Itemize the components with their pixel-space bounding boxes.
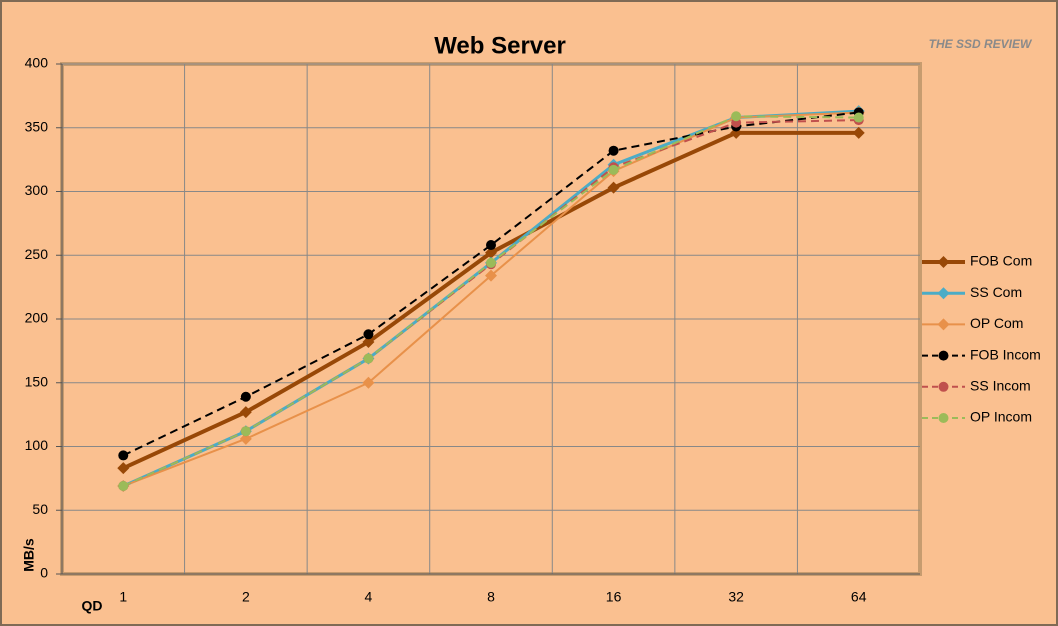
y-tick-label: 150	[25, 373, 49, 389]
legend-label: FOB Com	[970, 253, 1032, 269]
marker	[486, 240, 496, 251]
y-tick-label: 50	[32, 501, 48, 517]
marker	[853, 112, 864, 123]
marker	[937, 287, 950, 300]
marker	[938, 413, 949, 423]
marker	[240, 391, 251, 402]
marker	[240, 426, 251, 437]
x-tick-label: 64	[851, 589, 867, 605]
x-tick-label: 2	[242, 589, 250, 605]
x-axis-label: QD	[82, 598, 103, 614]
marker	[363, 353, 374, 364]
y-tick-label: 300	[25, 182, 49, 198]
marker	[485, 246, 497, 259]
marker	[486, 257, 496, 268]
legend-label: OP Incom	[970, 409, 1032, 425]
y-tick-label: 400	[25, 55, 49, 71]
marker	[607, 181, 620, 194]
legend-label: FOB Incom	[970, 346, 1041, 362]
y-tick-label: 100	[25, 437, 49, 453]
marker	[731, 111, 742, 122]
marker	[362, 376, 375, 389]
marker	[239, 406, 252, 419]
marker	[937, 318, 950, 331]
marker	[118, 481, 129, 492]
marker	[938, 350, 949, 361]
marker	[362, 335, 375, 348]
marker	[608, 164, 619, 175]
marker	[852, 126, 865, 139]
marker	[363, 329, 374, 340]
marker	[938, 381, 949, 392]
y-tick-label: 0	[40, 565, 48, 581]
y-tick-label: 200	[25, 310, 49, 326]
marker	[118, 450, 129, 461]
legend-label: SS Incom	[970, 378, 1031, 394]
marker	[485, 269, 497, 282]
x-tick-label: 32	[728, 589, 744, 605]
legend-label: OP Com	[970, 315, 1023, 331]
x-tick-label: 8	[487, 589, 495, 605]
marker	[239, 432, 252, 445]
x-tick-label: 1	[119, 589, 127, 605]
marker	[117, 462, 130, 475]
y-tick-label: 250	[25, 246, 49, 262]
marker	[608, 145, 619, 156]
y-axis-label: MB/s	[21, 538, 37, 572]
x-tick-label: 4	[365, 589, 373, 605]
chart-title: Web Server	[434, 32, 566, 59]
legend-label: SS Com	[970, 284, 1022, 300]
marker	[937, 256, 950, 268]
x-tick-label: 16	[606, 589, 622, 605]
logo: THE SSD REVIEW	[929, 37, 1033, 51]
y-tick-label: 350	[25, 118, 49, 134]
